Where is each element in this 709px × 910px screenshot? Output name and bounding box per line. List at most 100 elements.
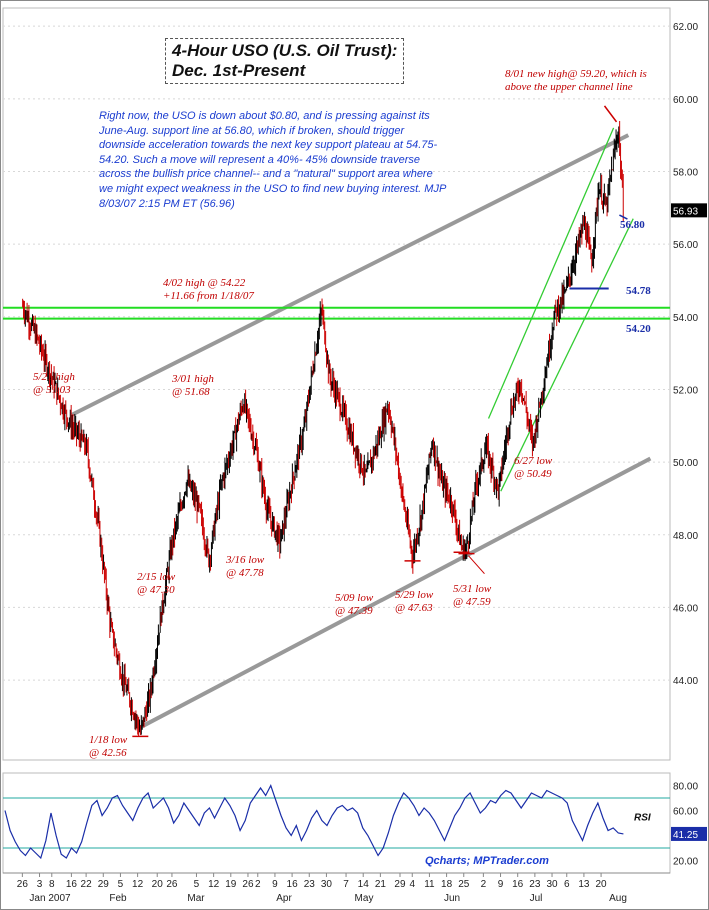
rsi-y-tick-label: 80.00 xyxy=(673,782,698,793)
rsi-y-tick-label: 60.00 xyxy=(673,807,698,818)
x-tick-label: 8 xyxy=(49,879,55,890)
rsi-line xyxy=(4,783,624,860)
x-tick-label: 30 xyxy=(546,879,558,890)
price-panel-border xyxy=(2,7,671,761)
annotation-jun27-low: 6/27 low @ 50.49 xyxy=(514,455,552,481)
annotation-may9-low: 5/09 low @ 47.39 xyxy=(335,592,373,618)
price-y-tick-label: 60.00 xyxy=(673,95,698,106)
may31-pointer xyxy=(468,555,485,574)
price-bars xyxy=(22,120,624,737)
chart-credit: Qcharts; MPTrader.com xyxy=(425,855,549,867)
x-tick-label: 7 xyxy=(343,879,349,890)
x-tick-label: 4 xyxy=(409,879,415,890)
annotation-jun27-low-price: @ 50.49 xyxy=(514,468,552,480)
level-label-5478: 54.78 xyxy=(626,285,651,297)
x-tick-label: 22 xyxy=(81,879,93,890)
annotation-mar-high: 3/01 high @ 51.68 xyxy=(172,373,214,399)
rsi-panel-border xyxy=(2,772,671,874)
x-tick-label: 6 xyxy=(564,879,570,890)
price-y-tick-label: 56.00 xyxy=(673,240,698,251)
chart-title: 4-Hour USO (U.S. Oil Trust): xyxy=(172,41,398,60)
annotation-feb-low-price: @ 47.30 xyxy=(137,584,175,596)
chart-title-box: 4-Hour USO (U.S. Oil Trust): Dec. 1st-Pr… xyxy=(165,38,405,84)
x-tick-label: 20 xyxy=(596,879,608,890)
x-tick-label: 12 xyxy=(208,879,220,890)
new-high-pointer xyxy=(603,105,618,123)
x-axis: 26 3 8 16 22 29 5 12 20 26 5 12 19 26 2 9 16 23 30 7 14 21 29 4… xyxy=(3,872,670,904)
price-y-tick-label: 44.00 xyxy=(673,676,698,687)
annotation-mar-low: 3/16 low @ 47.78 xyxy=(226,554,264,580)
x-month-label: Jun xyxy=(444,893,460,904)
annotation-may29-low-date: 5/29 low xyxy=(395,589,434,601)
price-y-tick-label: 46.00 xyxy=(673,603,698,614)
green-channel-upper xyxy=(487,127,615,419)
price-y-tick-label: 52.00 xyxy=(673,385,698,396)
x-tick-label: 14 xyxy=(358,879,370,890)
annotation-may29-low: 5/29 low @ 47.63 xyxy=(395,589,433,615)
last-price-label: 56.93 xyxy=(673,206,698,217)
x-month-label: Apr xyxy=(276,893,292,904)
x-tick-label: 30 xyxy=(321,879,333,890)
annotation-may31-low: 5/31 low @ 47.59 xyxy=(453,583,491,609)
x-tick-label: 19 xyxy=(225,879,237,890)
x-month-label: Feb xyxy=(109,893,127,904)
x-tick-label: 16 xyxy=(512,879,524,890)
x-tick-label: 2 xyxy=(481,879,487,890)
price-markers: 56.93 xyxy=(132,105,707,738)
x-month-label: Aug xyxy=(609,893,627,904)
x-tick-label: 21 xyxy=(375,879,387,890)
annotation-jan-low-price: @ 42.56 xyxy=(89,747,127,759)
level-label-5420: 54.20 xyxy=(626,323,651,335)
x-tick-label: 11 xyxy=(424,879,435,890)
annotation-dec-high: 5/21 high @ 51.03 xyxy=(33,371,75,397)
x-tick-label: 26 xyxy=(166,879,178,890)
annotation-may31-low-price: @ 47.59 xyxy=(453,596,491,608)
x-tick-label: 23 xyxy=(304,879,316,890)
x-tick-label: 23 xyxy=(529,879,541,890)
x-tick-label: 18 xyxy=(441,879,453,890)
x-tick-label: 16 xyxy=(66,879,78,890)
x-tick-label: 29 xyxy=(98,879,110,890)
price-y-tick-label: 62.00 xyxy=(673,22,698,33)
annotation-apr-high-price: 4/02 high @ 54.22 xyxy=(163,277,246,289)
x-tick-label: 26 xyxy=(17,879,29,890)
last-price-box xyxy=(671,203,707,218)
price-y-tick-label: 58.00 xyxy=(673,167,698,178)
rsi-last-box xyxy=(671,826,707,841)
x-tick-label: 26 xyxy=(242,879,254,890)
level-5680-pointer xyxy=(619,214,628,220)
x-tick-label: 5 xyxy=(194,879,200,890)
x-tick-label: 9 xyxy=(498,879,504,890)
annotation-mar-low-date: 3/16 low xyxy=(226,554,265,566)
x-month-label: May xyxy=(355,893,374,904)
x-tick-label: 2 xyxy=(255,879,261,890)
rsi-indicator-label: RSI xyxy=(634,813,651,824)
annotation-may29-low-price: @ 47.63 xyxy=(395,602,433,614)
annotation-jan-low: 1/18 low @ 42.56 xyxy=(89,734,127,760)
annotation-feb-low-date: 2/15 low xyxy=(137,571,176,583)
annotation-mar-high-date: 3/01 high xyxy=(172,373,214,385)
price-y-tick-label: 48.00 xyxy=(673,531,698,542)
rsi-last-label: 41.25 xyxy=(673,830,698,841)
annotation-may31-low-date: 5/31 low xyxy=(453,583,492,595)
chart-subtitle: Dec. 1st-Present xyxy=(172,61,306,80)
x-tick-label: 12 xyxy=(132,879,144,890)
annotation-apr-high-gain: +11.66 from 1/18/07 xyxy=(163,290,254,302)
annotation-may9-low-price: @ 47.39 xyxy=(335,605,373,617)
green-channel-lower xyxy=(500,218,634,492)
x-tick-label: 9 xyxy=(272,879,278,890)
annotation-dec-high-date: 5/21 high xyxy=(33,371,75,383)
x-tick-label: 29 xyxy=(394,879,406,890)
price-y-tick-label: 50.00 xyxy=(673,458,698,469)
annotation-dec-high-price: @ 51.03 xyxy=(33,384,71,396)
x-month-label: Jul xyxy=(530,893,543,904)
x-tick-label: 5 xyxy=(118,879,124,890)
annotation-may9-low-date: 5/09 low xyxy=(335,592,374,604)
rsi-y-tick-label: 20.00 xyxy=(673,857,698,868)
level-label-5680: 56.80 xyxy=(620,219,645,231)
x-tick-label: 25 xyxy=(458,879,470,890)
x-month-label: Jan 2007 xyxy=(29,893,71,904)
x-tick-label: 20 xyxy=(152,879,164,890)
x-tick-label: 16 xyxy=(287,879,299,890)
